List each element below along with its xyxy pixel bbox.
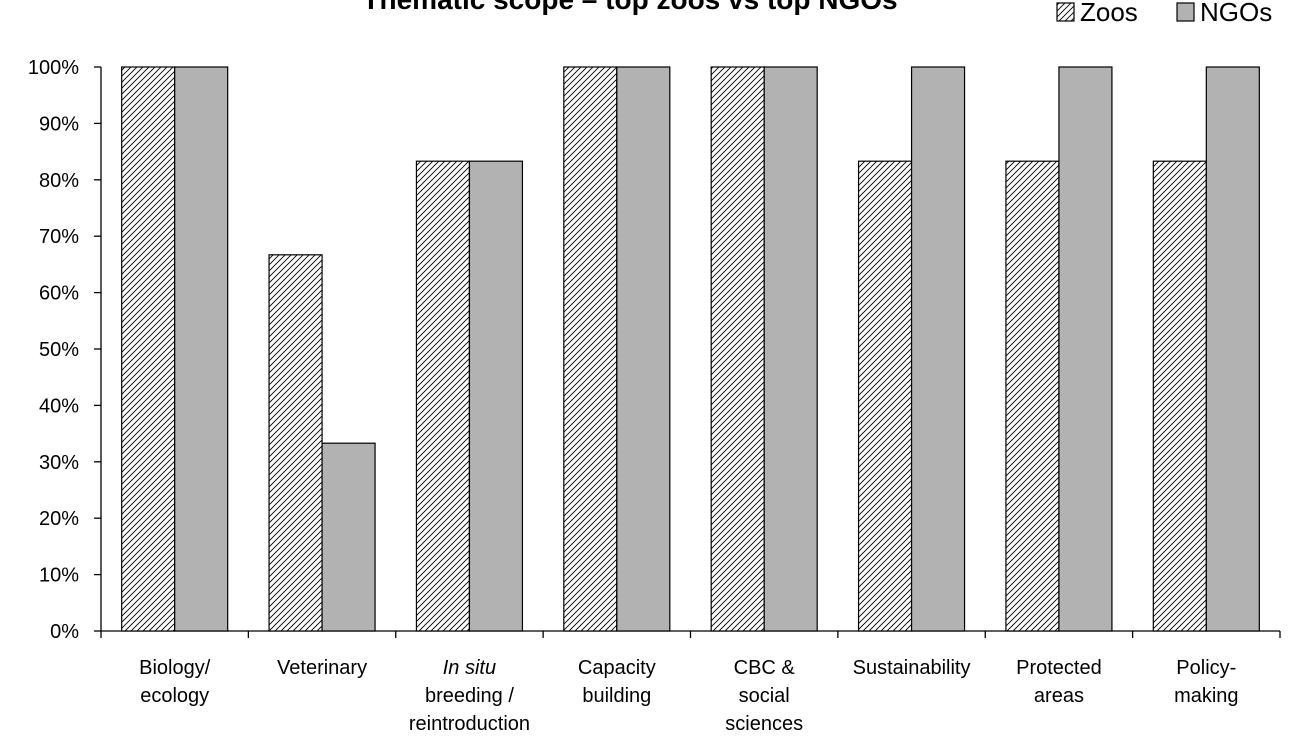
bar-zoos — [268, 254, 323, 632]
y-tick-label: 50% — [39, 339, 79, 361]
x-tick-label-line: CBC & — [734, 657, 796, 679]
bar-zoos — [563, 66, 618, 632]
x-tick-label-line: breeding / — [425, 685, 514, 707]
bar-zoos — [857, 160, 913, 632]
bar-ngos — [468, 160, 524, 632]
bar-ngos — [1058, 66, 1113, 632]
x-tick-label-line: building — [582, 685, 651, 707]
x-tick-label-line: Policy- — [1176, 657, 1236, 679]
bar-zoos — [121, 66, 176, 632]
y-tick-label: 20% — [39, 508, 79, 530]
legend-label-zoos: Zoos — [1080, 0, 1138, 27]
chart-title: Thematic scope – top zoos vs top NGOs — [362, 0, 897, 15]
bar-ngos — [616, 66, 671, 632]
bar-ngos — [1205, 66, 1260, 632]
x-tick-label: Protected areas — [1016, 657, 1102, 707]
y-tick-label: 0% — [50, 621, 79, 643]
y-tick-label: 60% — [39, 283, 79, 305]
y-tick-label: 90% — [39, 113, 79, 135]
x-tick-label-line: Veterinary — [277, 657, 367, 679]
x-tick-label-line: Capacity — [578, 657, 656, 679]
x-tick-label: Policy-making — [1174, 657, 1238, 707]
x-tick-label-line: Protected — [1016, 657, 1102, 679]
x-tick-label: Biology/ecology — [139, 657, 211, 707]
bar-zoos — [415, 160, 471, 632]
x-tick-label: In situ breeding / reintroduction — [409, 657, 530, 735]
legend-label-ngos: NGOs — [1200, 0, 1272, 27]
bar-zoos — [710, 66, 765, 632]
bar-ngos — [174, 66, 229, 632]
x-tick-label-line: In situ — [443, 657, 496, 679]
x-tick-label: Veterinary — [277, 657, 367, 679]
bar-zoos — [1152, 160, 1207, 632]
x-tick-label-line: Sustainability — [853, 657, 971, 679]
x-tick-label-line: sciences — [725, 713, 803, 735]
y-tick-label: 30% — [39, 452, 79, 474]
x-tick-label-line: making — [1174, 685, 1238, 707]
x-tick-label: Sustainability — [853, 657, 971, 679]
y-tick-label: 100% — [28, 57, 79, 79]
y-tick-label: 10% — [39, 565, 79, 587]
legend-swatch-ngos — [1176, 2, 1195, 22]
x-tick-label-line: Biology/ — [139, 657, 211, 679]
bar-ngos — [763, 66, 818, 632]
legend-swatch-zoos — [1056, 2, 1075, 22]
y-tick-label: 70% — [39, 226, 79, 248]
y-tick-label: 80% — [39, 170, 79, 192]
x-tick-label-line: ecology — [140, 685, 209, 707]
y-tick-label: 40% — [39, 395, 79, 417]
x-tick-label-line: social — [739, 685, 790, 707]
bar-ngos — [321, 442, 376, 632]
x-tick-label: CBC & social sciences — [725, 657, 803, 735]
bar-ngos — [910, 66, 966, 632]
x-tick-label-line: areas — [1034, 685, 1084, 707]
bar-zoos — [1005, 160, 1060, 632]
x-tick-label-line: reintroduction — [409, 713, 530, 735]
x-tick-label: Capacity building — [578, 657, 656, 707]
